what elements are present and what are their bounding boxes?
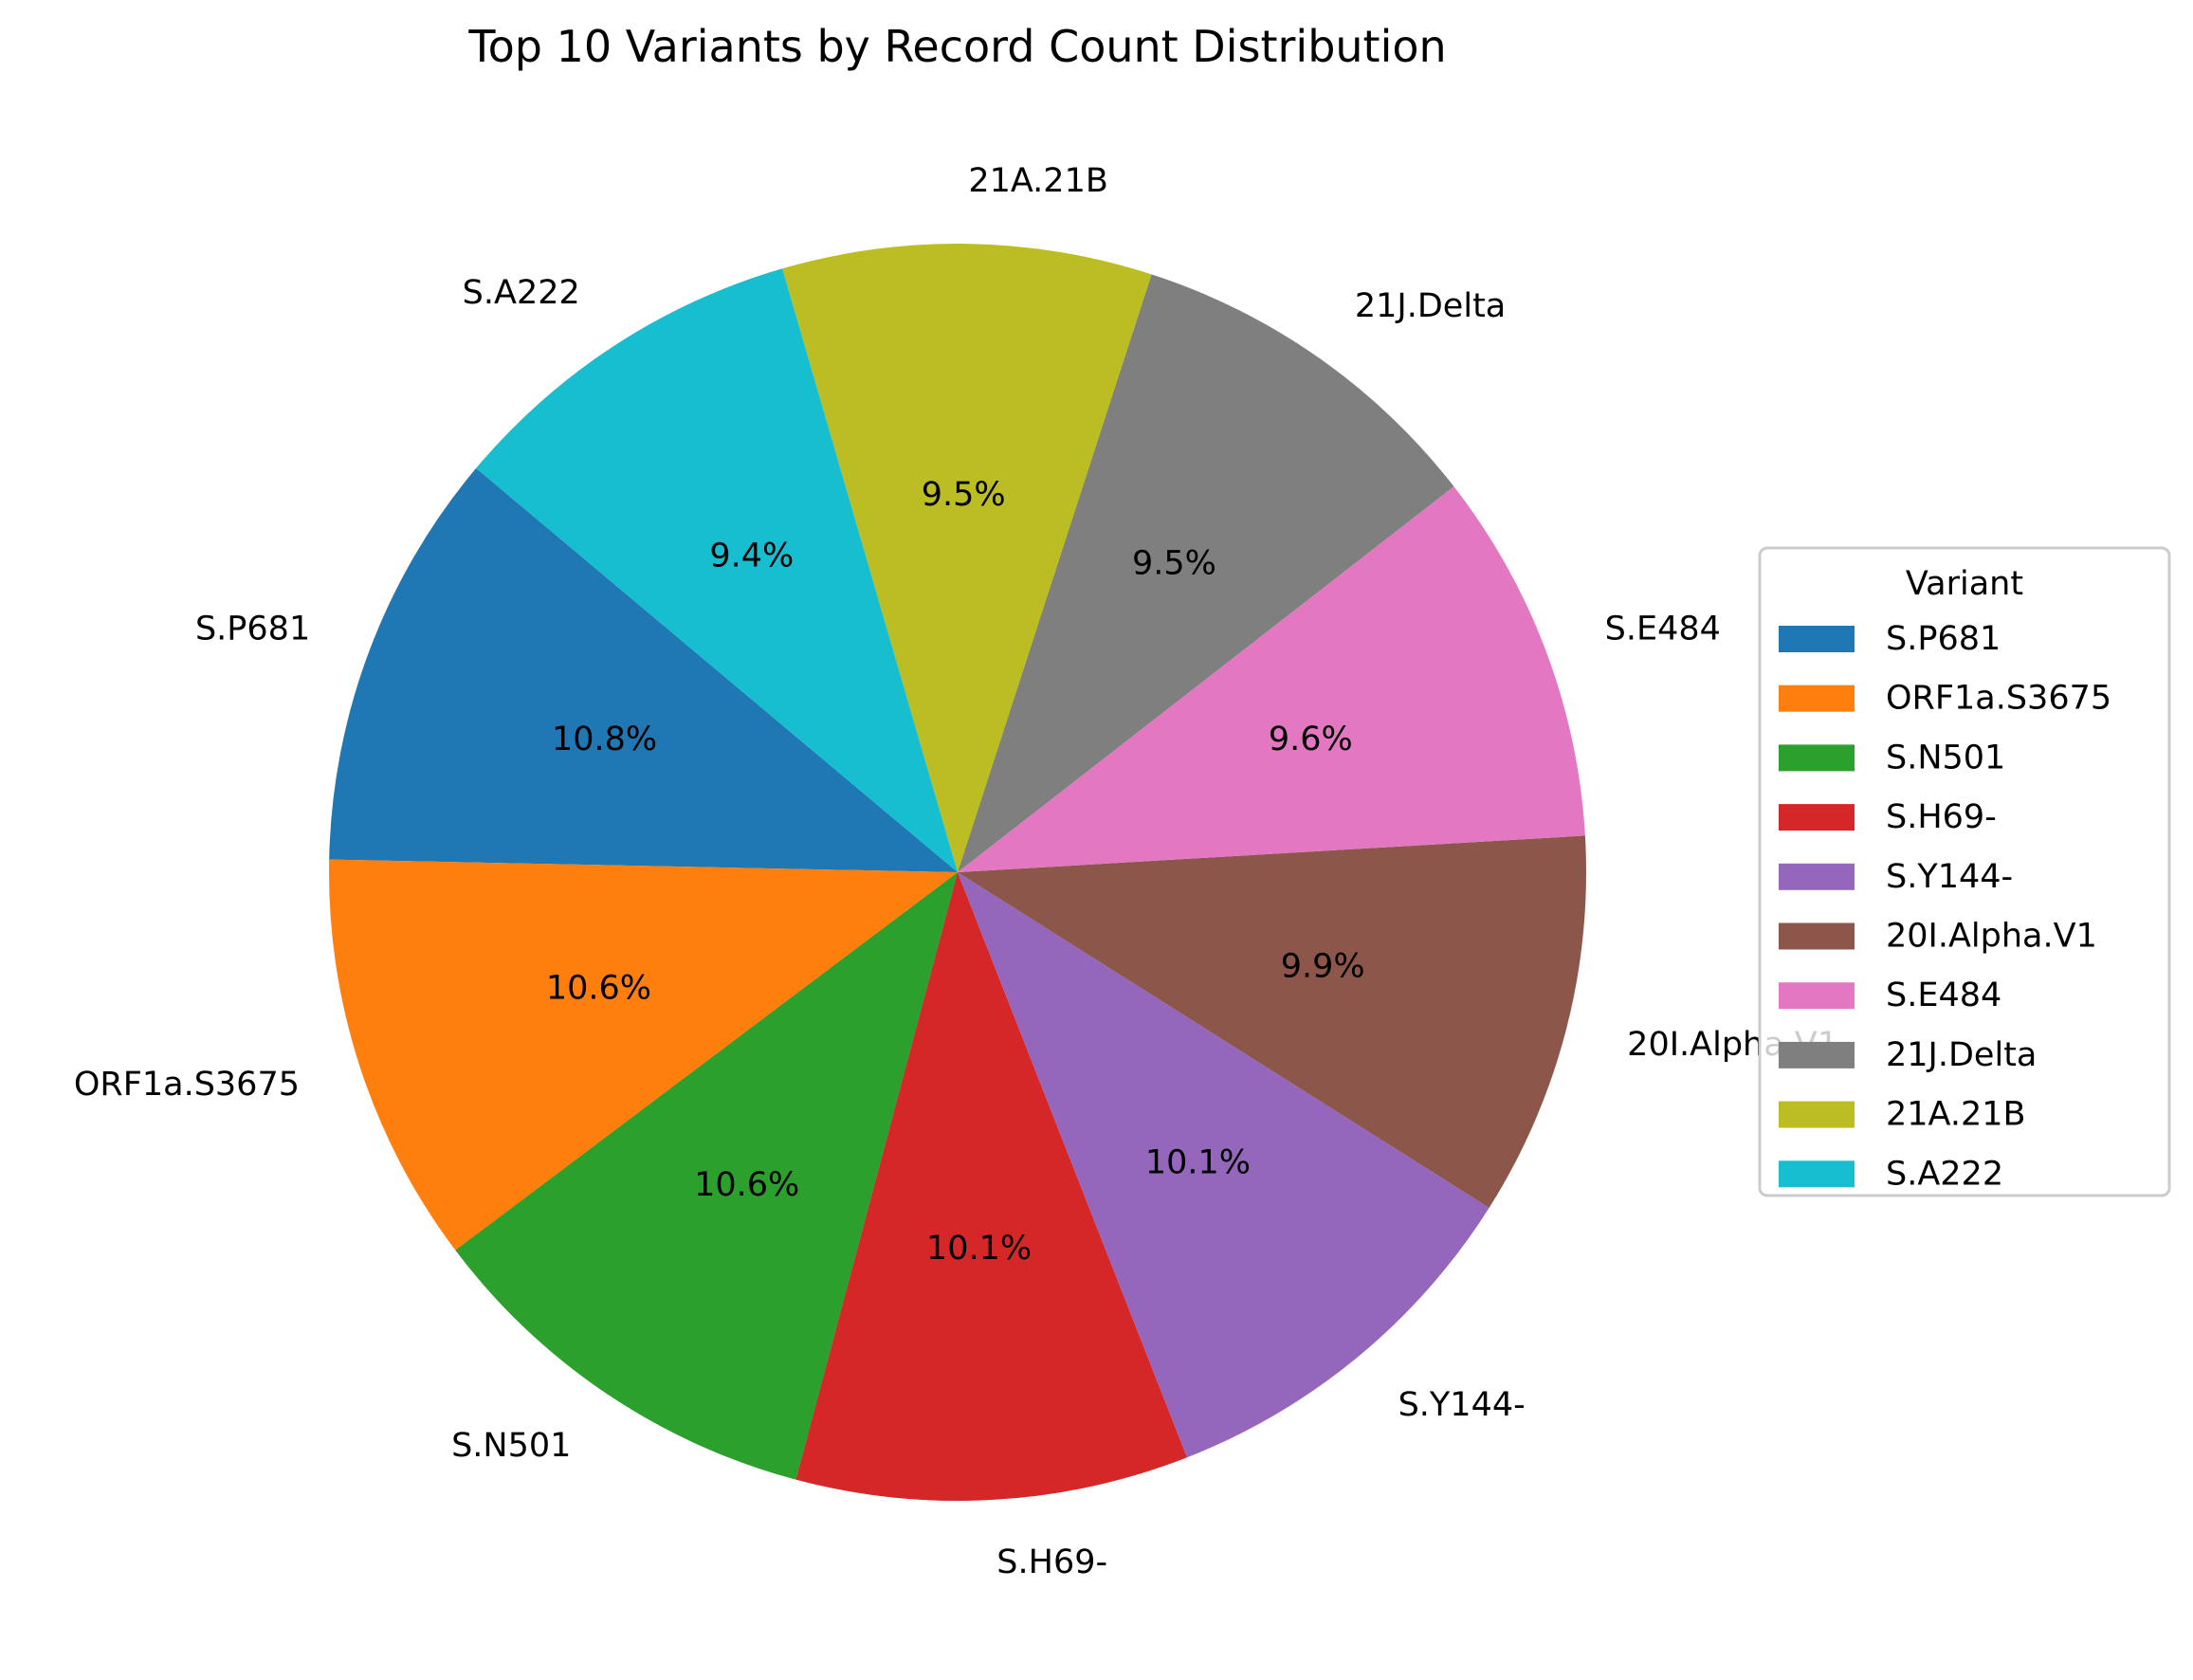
legend-swatch [1779, 1101, 1855, 1128]
pie-slice [476, 268, 958, 872]
legend-label: S.Y144- [1886, 858, 2013, 896]
slice-category-label: S.N501 [451, 1427, 571, 1465]
pie-slice [782, 243, 1152, 872]
slice-category-label: S.E484 [1605, 610, 1721, 648]
slice-category-label: S.Y144- [1398, 1386, 1526, 1424]
legend-swatch [1779, 1160, 1855, 1188]
legend-label: S.A222 [1886, 1155, 2003, 1193]
slice-category-label: S.P681 [195, 611, 310, 648]
legend-label: S.P681 [1886, 620, 2001, 658]
slice-percent-label: 9.6% [1269, 721, 1353, 758]
pie-slice [795, 872, 1188, 1502]
legend: Variant S.P681 ORF1a.S3675 S.N501 S.H69- S.Y… [1758, 546, 2171, 1197]
slice-percent-label: 10.8% [552, 721, 657, 758]
slice-category-label: ORF1a.S3675 [74, 1066, 300, 1104]
slice-percent-label: 10.6% [546, 969, 651, 1007]
legend-label: S.H69- [1886, 798, 1997, 836]
pie-slice [958, 486, 1585, 872]
slice-percent-label: 10.1% [926, 1230, 1032, 1268]
legend-swatch [1779, 863, 1855, 890]
legend-swatch [1779, 685, 1855, 712]
legend-swatch [1779, 922, 1855, 950]
legend-swatch [1779, 744, 1855, 772]
legend-label: S.E484 [1886, 977, 2001, 1014]
slice-percent-label: 9.4% [709, 538, 794, 575]
pie-slice [329, 859, 958, 1251]
slice-category-label: S.A222 [463, 274, 580, 312]
legend-label: 20I.Alpha.V1 [1886, 918, 2097, 956]
slice-category-label: S.H69- [996, 1543, 1107, 1581]
legend-label: ORF1a.S3675 [1886, 680, 2111, 718]
pie-slice [958, 872, 1489, 1458]
slice-percent-label: 10.6% [694, 1166, 799, 1204]
slice-percent-labels: 10.8% 10.6% 10.6% 10.1% 10.1% 9.9% 9.6% 9.5% 9.5… [546, 476, 1365, 1268]
legend-title: Variant [1906, 565, 2023, 603]
legend-label: 21J.Delta [1886, 1036, 2037, 1074]
pie-slice [455, 872, 959, 1480]
pie-slice [329, 467, 958, 872]
slice-percent-label: 9.5% [922, 476, 1006, 514]
pie-slices [329, 243, 1586, 1502]
legend-frame [1758, 546, 2171, 1197]
slice-category-label: 21A.21B [968, 162, 1108, 200]
legend-swatch [1779, 626, 1855, 652]
legend-label: S.N501 [1886, 739, 2005, 776]
slice-category-label: 21J.Delta [1355, 287, 1506, 325]
pie-slice [958, 835, 1586, 1208]
legend-swatch [1779, 982, 1855, 1010]
slice-percent-label: 9.5% [1132, 544, 1216, 582]
legend-swatch [1779, 1041, 1855, 1068]
slice-percent-label: 10.1% [1145, 1144, 1251, 1182]
legend-items: S.P681 ORF1a.S3675 S.N501 S.H69- S.Y144- 20I.… [1779, 620, 2111, 1193]
chart-title: Top 10 Variants by Record Count Distribu… [467, 21, 1446, 72]
legend-swatch [1779, 804, 1855, 831]
slice-percent-label: 9.9% [1281, 947, 1365, 985]
legend-label: 21A.21B [1886, 1096, 2026, 1134]
pie-slice [958, 274, 1454, 872]
